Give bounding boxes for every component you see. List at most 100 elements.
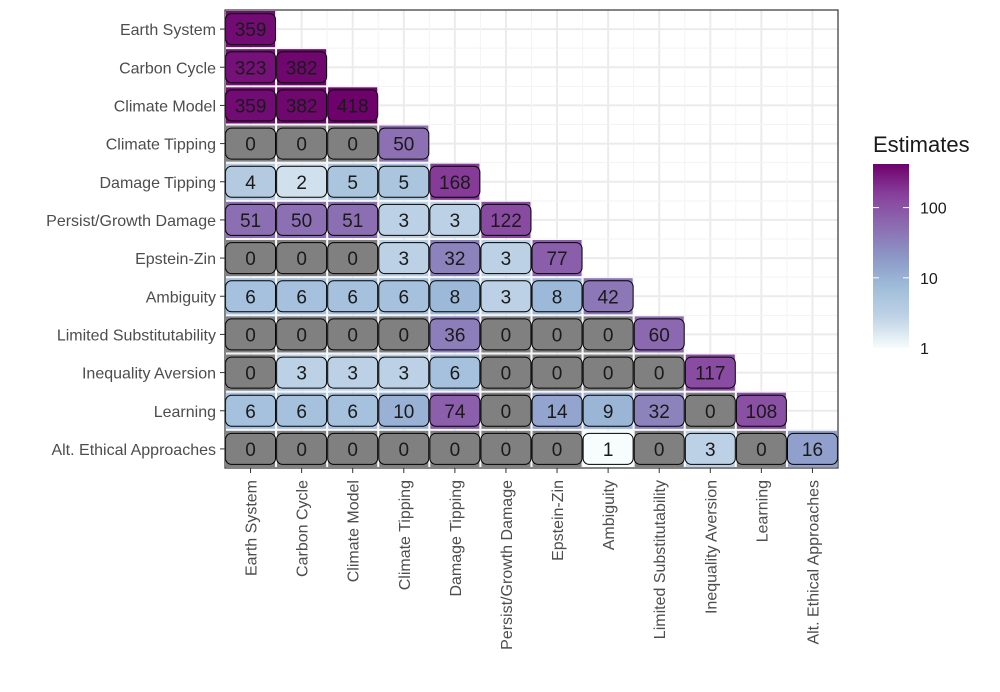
- cell-value-label: 50: [393, 135, 414, 156]
- cell-value-label: 382: [286, 58, 318, 79]
- y-tick-label: Ambiguity: [146, 289, 216, 306]
- cell-value-label: 8: [450, 287, 461, 308]
- x-tick-label: Earth System: [244, 480, 261, 576]
- y-tick-label: Damage Tipping: [99, 175, 216, 192]
- heatmap-cell: 0: [633, 430, 685, 467]
- cell-value-label: 3: [347, 364, 358, 385]
- cell-label-box: [327, 432, 379, 465]
- cell-label-box: [531, 280, 583, 313]
- cell-value-label: 0: [756, 440, 767, 461]
- cell-value-label: 0: [552, 364, 563, 385]
- heatmap-cell: 51: [327, 201, 379, 238]
- heatmap-cell: 74: [429, 392, 481, 429]
- cell-value-label: 77: [546, 249, 567, 270]
- cell-value-label: 0: [654, 364, 665, 385]
- heatmap-cell: 0: [735, 430, 787, 467]
- cell-value-label: 0: [501, 325, 512, 346]
- cell-label-box: [276, 318, 328, 351]
- y-tick-label: Climate Model: [114, 98, 216, 115]
- heatmap-cell: 3: [378, 354, 430, 391]
- cell-label-box: [276, 165, 328, 198]
- heatmap-cell: 5: [327, 163, 379, 200]
- heatmap-cell: 0: [276, 125, 328, 162]
- cell-label-box: [582, 432, 634, 465]
- cell-label-box: [378, 394, 430, 427]
- heatmap-cell: 0: [378, 430, 430, 467]
- heatmap-cell: 6: [327, 278, 379, 315]
- cell-label-box: [378, 242, 430, 275]
- x-axis-labels: Earth System Carbon Cycle Climate Model Cli…: [244, 468, 822, 650]
- heatmap-cell: 8: [429, 278, 481, 315]
- heatmap-cell: 50: [378, 125, 430, 162]
- color-legend: Estimates 1 10 100: [873, 132, 970, 358]
- heatmap-cell: 0: [531, 430, 583, 467]
- x-tick-label: Learning: [754, 480, 771, 542]
- cell-value-label: 5: [347, 173, 358, 194]
- cell-label-box: [531, 394, 583, 427]
- cell-label-box: [327, 242, 379, 275]
- cell-label-box: [480, 203, 532, 236]
- heatmap-cell: 0: [276, 316, 328, 353]
- heatmap-cell: 0: [480, 430, 532, 467]
- cell-value-label: 0: [501, 402, 512, 423]
- cell-value-label: 3: [399, 249, 410, 270]
- cell-value-label: 51: [240, 211, 261, 232]
- heatmap-cell: 0: [480, 354, 532, 391]
- cell-value-label: 8: [552, 287, 563, 308]
- cell-label-box: [276, 432, 328, 465]
- cell-label-box: [276, 203, 328, 236]
- heatmap-cell: 6: [276, 392, 328, 429]
- heatmap-cell: 6: [429, 354, 481, 391]
- cell-label-box: [276, 280, 328, 313]
- cell-value-label: 0: [399, 440, 410, 461]
- legend-colorbar: [873, 164, 909, 348]
- heatmap-cell: 0: [327, 316, 379, 353]
- cell-value-label: 323: [235, 58, 267, 79]
- heatmap-cell: 3: [480, 240, 532, 277]
- cell-value-label: 3: [450, 211, 461, 232]
- heatmap-cell: 382: [276, 49, 328, 86]
- heatmap-cell: 9: [582, 392, 634, 429]
- cell-value-label: 74: [444, 402, 466, 423]
- heatmap-cell: 6: [378, 278, 430, 315]
- cell-value-label: 42: [598, 287, 619, 308]
- cell-value-label: 6: [296, 402, 307, 423]
- y-axis-labels: Earth System Carbon Cycle Climate Model Cli…: [46, 22, 225, 459]
- heatmap-cell: 0: [225, 240, 277, 277]
- y-tick-label: Climate Tipping: [106, 137, 216, 154]
- cell-value-label: 14: [546, 402, 568, 423]
- cell-label-box: [327, 127, 379, 160]
- cell-label-box: [582, 356, 634, 389]
- cell-value-label: 6: [450, 364, 461, 385]
- heatmap-cell: 0: [378, 316, 430, 353]
- cell-label-box: [378, 356, 430, 389]
- heatmap-cell: 3: [378, 201, 430, 238]
- cell-value-label: 2: [296, 173, 307, 194]
- cell-label-box: [327, 394, 379, 427]
- heatmap-cell: 359: [225, 11, 277, 48]
- cell-value-label: 0: [603, 364, 614, 385]
- heatmap-cell: 0: [531, 316, 583, 353]
- cell-label-box: [429, 318, 481, 351]
- heatmap-cell: 32: [633, 392, 685, 429]
- cell-value-label: 0: [705, 402, 716, 423]
- heatmap-cell: 117: [684, 354, 736, 391]
- cell-label-box: [276, 242, 328, 275]
- cell-value-label: 108: [746, 402, 778, 423]
- heatmap-cell: 3: [327, 354, 379, 391]
- cell-value-label: 16: [802, 440, 823, 461]
- cell-label-box: [429, 242, 481, 275]
- heatmap-cell: 0: [582, 316, 634, 353]
- cell-label-box: [684, 394, 736, 427]
- y-tick-label: Epstein-Zin: [135, 251, 216, 268]
- cell-value-label: 6: [399, 287, 410, 308]
- legend-tick-label: 1: [920, 341, 929, 358]
- heatmap-cell: 60: [633, 316, 685, 353]
- cell-value-label: 0: [347, 440, 358, 461]
- cell-value-label: 0: [603, 325, 614, 346]
- legend-tick-label: 100: [920, 201, 947, 218]
- x-tick-label: Limited Substitutability: [652, 480, 669, 639]
- heatmap-cell: 0: [429, 430, 481, 467]
- cell-label-box: [378, 432, 430, 465]
